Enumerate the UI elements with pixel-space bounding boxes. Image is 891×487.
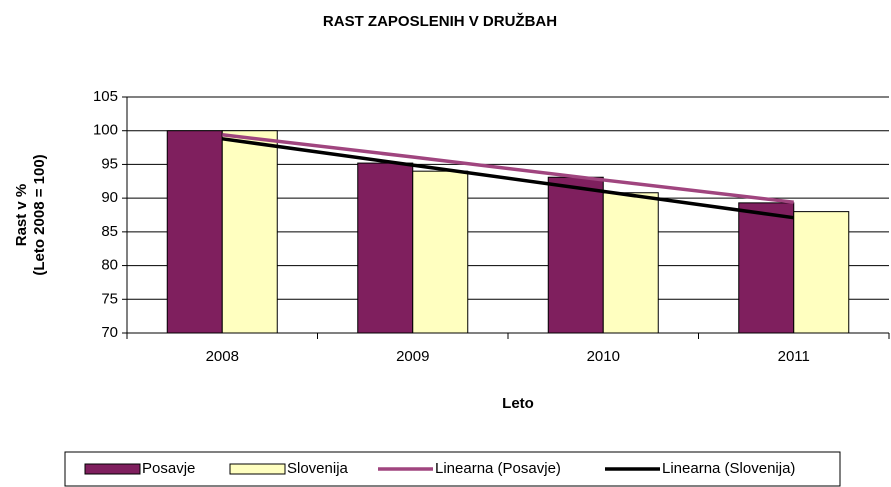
x-tick-label: 2011 <box>778 348 810 365</box>
x-tick-label: 2009 <box>396 348 429 365</box>
y-tick-label: 80 <box>101 257 118 274</box>
y-tick-label: 70 <box>101 324 118 341</box>
y-axis-title-line: Rast v % <box>13 184 30 247</box>
y-tick-label: 100 <box>93 122 118 139</box>
legend-swatch <box>229 463 286 475</box>
x-tick-label: 2008 <box>206 348 239 365</box>
y-tick-label: 85 <box>101 223 118 240</box>
legend-label: Linearna (Slovenija) <box>662 460 795 477</box>
bar <box>221 130 278 334</box>
bar <box>166 130 223 334</box>
bar <box>357 162 414 334</box>
legend-label: Linearna (Posavje) <box>435 460 561 477</box>
legend-label: Slovenija <box>287 460 349 477</box>
bar <box>412 170 469 334</box>
chart-title: RAST ZAPOSLENIH V DRUŽBAH <box>323 12 557 30</box>
trend-line <box>222 133 794 204</box>
x-tick-label: 2010 <box>587 348 620 365</box>
y-axis-title-line: (Leto 2008 = 100) <box>31 154 48 275</box>
bar <box>793 211 850 334</box>
bar <box>738 202 795 334</box>
trend-line <box>222 137 794 220</box>
bar <box>547 176 604 334</box>
bar <box>602 192 659 334</box>
legend-swatch <box>84 463 141 475</box>
y-tick-label: 95 <box>101 155 118 172</box>
legend-box <box>64 451 841 487</box>
x-axis-title: Leto <box>502 395 534 412</box>
y-tick-label: 90 <box>101 189 118 206</box>
y-tick-label: 105 <box>93 88 118 105</box>
y-tick-label: 75 <box>101 290 118 307</box>
y-axis-title: Rast v % (Leto 2008 = 100) <box>13 154 48 275</box>
legend-label: Posavje <box>142 460 195 477</box>
